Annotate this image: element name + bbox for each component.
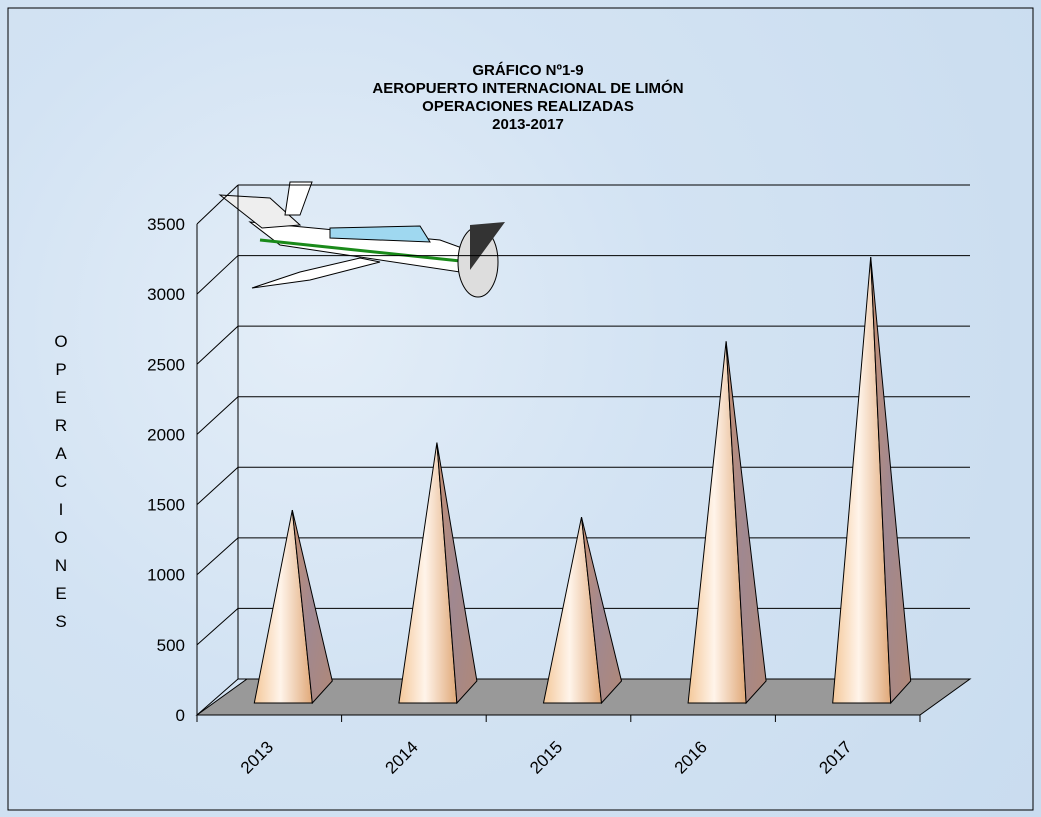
y-tick-label: 3000 [147,285,185,304]
chart-title: 2013-2017 [492,116,564,133]
x-tick-label: 2014 [382,737,422,777]
x-tick-label: 2015 [526,737,566,777]
y-tick-label: 500 [157,636,185,655]
chart-title: OPERACIONES REALIZADAS [422,98,634,115]
x-tick-label: 2017 [815,737,855,777]
grid-line-side [197,326,238,364]
bar [544,517,622,703]
grid-line-side [197,397,238,435]
chart: GRÁFICO Nº1-9AEROPUERTO INTERNACIONAL DE… [0,0,1041,817]
page: GRÁFICO Nº1-9AEROPUERTO INTERNACIONAL DE… [0,0,1041,817]
bar [399,443,477,703]
y-axis-label: OPERACIONES [54,328,68,636]
grid-line-side [197,256,238,295]
y-tick-label: 1500 [147,496,185,515]
grid-line-side [197,467,238,504]
y-tick-label: 2500 [147,355,185,374]
grid-line-side [197,608,238,644]
chart-title: GRÁFICO Nº1-9 [472,62,583,79]
chart-title: AEROPUERTO INTERNACIONAL DE LIMÓN [372,79,683,97]
x-tick-label: 2013 [237,737,277,777]
y-tick-label: 3500 [147,215,185,234]
grid-line-side [197,538,238,575]
x-tick-label: 2016 [671,737,711,777]
plane-illustration [220,182,505,297]
bar [254,510,332,703]
bar [688,341,766,703]
bar [833,257,911,703]
y-tick-label: 0 [176,706,185,725]
y-tick-label: 1000 [147,566,185,585]
y-tick-label: 2000 [147,425,185,444]
